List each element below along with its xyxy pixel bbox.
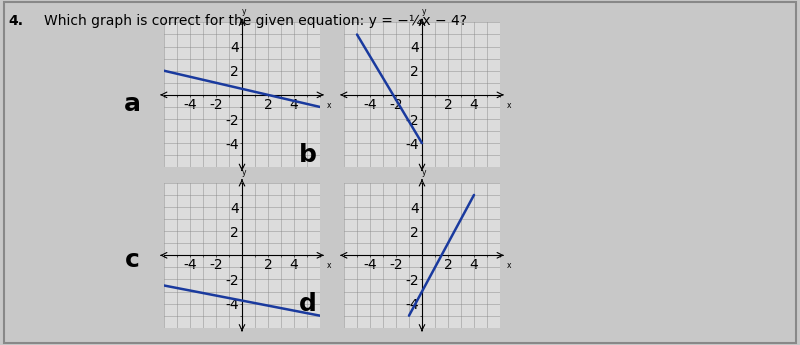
Text: a: a bbox=[123, 91, 141, 116]
Text: x: x bbox=[506, 262, 511, 270]
Text: x: x bbox=[326, 101, 331, 110]
Text: Which graph is correct for the given equation: y = −¼x − 4?: Which graph is correct for the given equ… bbox=[44, 14, 467, 28]
Text: 4.: 4. bbox=[8, 14, 23, 28]
Text: x: x bbox=[326, 262, 331, 270]
Text: b: b bbox=[299, 143, 317, 167]
Text: y: y bbox=[242, 168, 246, 177]
Text: d: d bbox=[299, 292, 317, 316]
Text: y: y bbox=[242, 7, 246, 16]
Text: y: y bbox=[422, 168, 426, 177]
Text: c: c bbox=[125, 248, 139, 273]
Text: y: y bbox=[422, 7, 426, 16]
Text: x: x bbox=[506, 101, 511, 110]
